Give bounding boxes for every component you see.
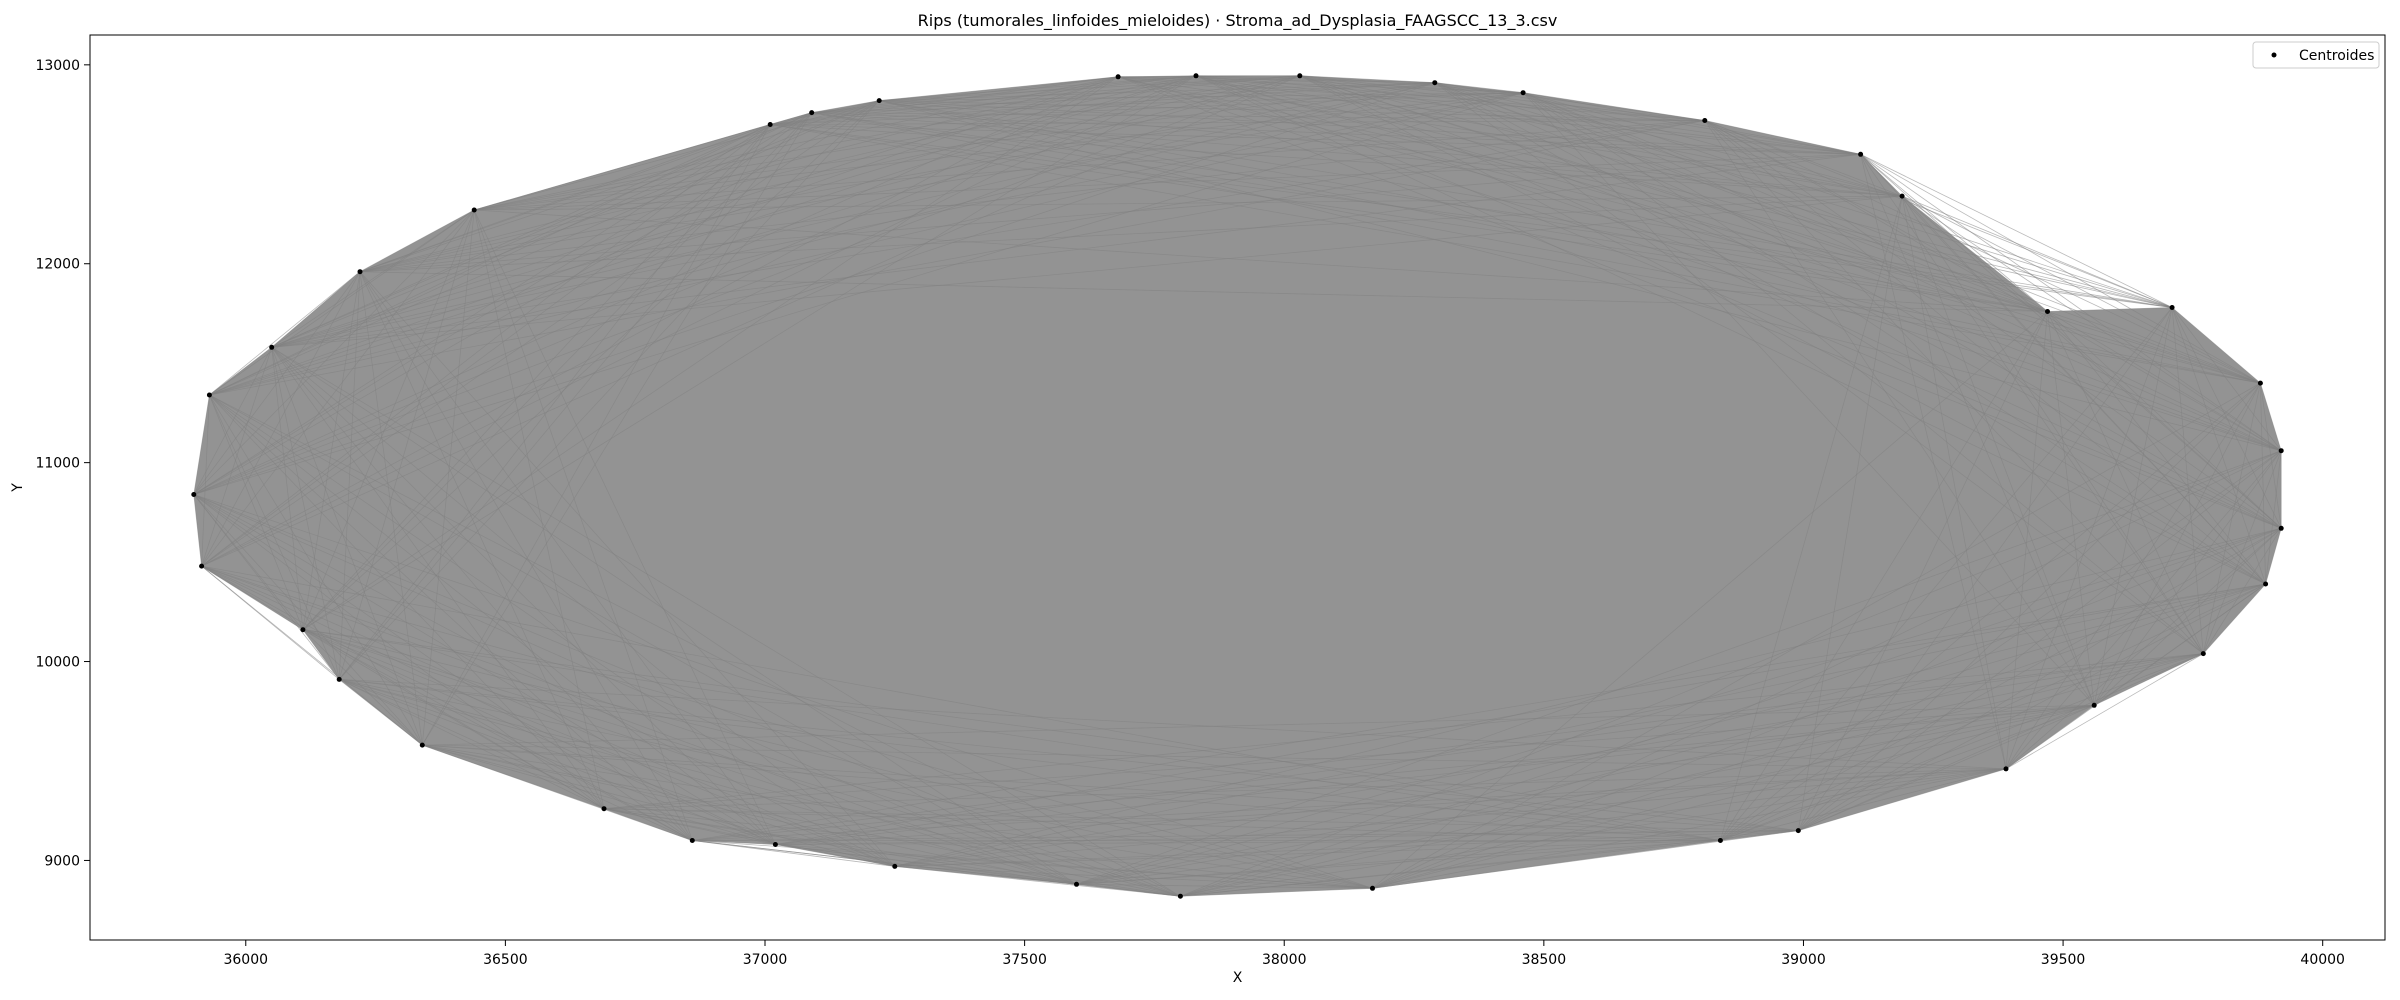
centroid-point xyxy=(2003,766,2009,772)
x-tick-label: 40000 xyxy=(2300,952,2345,968)
centroid-point xyxy=(1370,885,1375,891)
legend-label-centroides: Centroides xyxy=(2299,48,2374,64)
centroid-point xyxy=(357,269,363,275)
x-axis-label: X xyxy=(1233,970,1243,986)
centroid-point xyxy=(2278,448,2284,454)
x-tick-label: 38000 xyxy=(1262,952,1307,968)
rips-edge xyxy=(1372,830,1799,889)
legend: Centroides xyxy=(2252,41,2380,69)
legend-marker xyxy=(2271,52,2277,58)
centroid-point xyxy=(1115,74,1121,80)
y-axis-label: Y xyxy=(10,483,26,493)
y-tick-label: 11000 xyxy=(35,456,80,472)
centroid-point xyxy=(1717,838,1723,843)
centroid-point xyxy=(2200,651,2206,657)
rips-edge xyxy=(2005,653,2204,770)
centroid-point xyxy=(269,344,275,350)
centroid-point xyxy=(1795,828,1801,834)
centroid-point xyxy=(2278,525,2284,531)
x-axis-ticks: 36000 36500 37000 37500 38000 38500 39000 39500… xyxy=(223,940,2345,968)
y-tick-label: 10000 xyxy=(35,655,80,671)
centroid-point xyxy=(1899,193,1905,199)
x-tick-label: 36500 xyxy=(483,952,528,968)
rips-edge xyxy=(1860,153,2048,312)
centroid-point xyxy=(2091,702,2097,708)
centroid-point xyxy=(1074,881,1079,887)
y-axis-ticks: 9000 10000 11000 12000 13000 xyxy=(35,58,90,869)
centroid-point xyxy=(471,207,477,213)
centroid-point xyxy=(772,842,778,847)
rips-edge-mass xyxy=(193,75,2282,897)
x-tick-label: 39500 xyxy=(2041,952,2086,968)
rips-edge xyxy=(1860,153,2173,308)
centroid-point xyxy=(1297,73,1303,79)
centroid-point xyxy=(689,838,695,843)
centroid-point xyxy=(1193,73,1199,79)
centroid-point xyxy=(876,98,882,104)
centroid-point xyxy=(1702,118,1708,123)
y-tick-label: 9000 xyxy=(44,853,80,869)
centroid-point xyxy=(1177,893,1183,899)
centroid-point xyxy=(1432,80,1438,86)
legend-box xyxy=(2252,41,2380,69)
rips-edge xyxy=(894,866,1181,897)
centroid-point xyxy=(336,676,342,682)
centroid-point xyxy=(2045,309,2050,314)
x-tick-label: 37500 xyxy=(1002,952,1047,968)
centroid-point xyxy=(892,863,898,869)
x-tick-label: 38500 xyxy=(1522,952,1567,968)
rips-edge xyxy=(1901,195,2173,308)
centroid-point xyxy=(1858,151,1864,157)
y-tick-label: 13000 xyxy=(35,58,80,74)
centroid-point xyxy=(1520,90,1526,96)
centroid-point xyxy=(601,806,607,812)
centroid-point xyxy=(199,563,205,569)
centroid-point xyxy=(2257,380,2263,386)
centroid-points xyxy=(191,73,2284,899)
centroid-point xyxy=(767,122,773,127)
rips-edge xyxy=(692,840,895,867)
y-tick-label: 12000 xyxy=(35,257,80,273)
centroid-point xyxy=(809,110,815,116)
edges-layer xyxy=(193,75,2282,897)
centroid-point xyxy=(191,492,197,497)
centroid-point xyxy=(419,742,425,748)
centroid-point xyxy=(2263,581,2269,587)
x-tick-label: 36000 xyxy=(223,952,268,968)
centroid-point xyxy=(206,392,212,398)
axes-frame xyxy=(89,34,2386,941)
x-tick-label: 39000 xyxy=(1781,952,1826,968)
centroid-point xyxy=(300,627,306,633)
centroid-point xyxy=(2169,305,2175,310)
chart-title: Rips (tumorales_linfoides_mieloides) · S… xyxy=(918,11,1558,31)
x-tick-label: 37000 xyxy=(743,952,788,968)
rips-edge xyxy=(209,271,361,396)
